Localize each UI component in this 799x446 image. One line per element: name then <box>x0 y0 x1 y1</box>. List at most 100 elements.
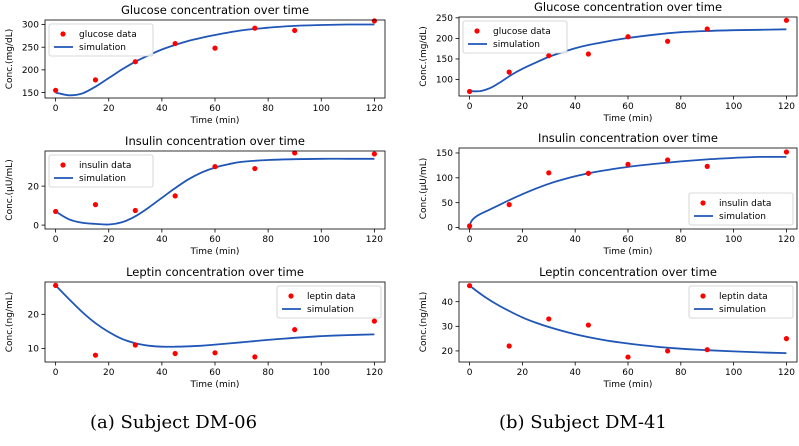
data-point <box>132 207 138 214</box>
legend-label-simulation: simulation <box>79 174 126 184</box>
y-tick-label: 150 <box>436 55 453 65</box>
data-point <box>252 165 258 172</box>
x-axis-label: Time (min) <box>190 247 240 257</box>
simulation-line <box>55 157 375 226</box>
data-point <box>665 348 671 354</box>
data-point <box>665 38 671 44</box>
data-point <box>53 208 59 215</box>
x-tick-label: 0 <box>467 368 473 378</box>
simulation-line <box>469 28 787 93</box>
y-tick-label: 20 <box>442 347 454 357</box>
x-tick-label: 60 <box>209 104 221 114</box>
data-point <box>292 150 298 156</box>
chart-3: Insulin concentration over time 0 20 40 60 80… <box>5 134 386 257</box>
data-point <box>783 149 790 155</box>
x-tick-label: 120 <box>778 368 795 378</box>
y-tick-label: 200 <box>22 66 39 76</box>
x-tick-label: 100 <box>725 102 742 112</box>
x-tick-label: 80 <box>262 368 274 378</box>
data-point <box>665 157 671 163</box>
plot-frame <box>44 19 386 99</box>
legend-label-simulation: simulation <box>719 305 766 315</box>
x-tick-label: 60 <box>209 235 221 245</box>
legend: leptin data simulation <box>276 285 382 319</box>
chart-5: Leptin concentration over time 0 20 40 60 80 1… <box>5 265 386 390</box>
data-point <box>466 88 473 95</box>
x-tick-label: 40 <box>156 368 168 378</box>
x-tick-label: 0 <box>53 104 59 114</box>
x-tick-label: 100 <box>313 235 330 245</box>
data-point <box>371 18 377 24</box>
data-point <box>704 163 710 169</box>
x-axis-label: Time (min) <box>603 380 653 390</box>
data-point <box>53 87 59 93</box>
legend: glucose data simulation <box>48 23 154 57</box>
x-tick-label: 60 <box>209 368 221 378</box>
legend-box <box>48 154 154 188</box>
legend-label-data: leptin data <box>307 292 356 302</box>
legend-marker-data <box>700 200 706 206</box>
legend: insulin data simulation <box>48 154 154 188</box>
legend-marker-data <box>288 293 294 299</box>
y-tick-label: 300 <box>22 21 39 31</box>
simulation-line <box>468 155 787 226</box>
x-tick-label: 100 <box>725 368 742 378</box>
data-point <box>625 34 631 40</box>
legend-label-data: leptin data <box>719 292 768 302</box>
legend-label-simulation: simulation <box>79 43 126 53</box>
legend-label-data: insulin data <box>79 161 131 171</box>
data-point <box>585 322 591 328</box>
y-tick-label: 250 <box>436 14 453 24</box>
data-point <box>783 17 790 23</box>
data-point <box>292 327 298 333</box>
y-axis-label: Conc.(mg/dL) <box>419 26 429 87</box>
data-point <box>466 283 473 289</box>
data-point <box>506 343 512 349</box>
legend-marker-data <box>700 293 706 299</box>
y-axis-label: Conc.(ng/mL) <box>419 292 429 353</box>
y-axis-label: Conc.(mg/dL) <box>5 29 15 90</box>
legend-label-simulation: simulation <box>307 305 354 315</box>
data-point <box>506 202 512 208</box>
data-point <box>704 347 710 353</box>
chart-title: Glucose concentration over time <box>121 3 309 17</box>
data-point <box>292 27 298 34</box>
data-point <box>172 350 178 357</box>
y-tick-label: 150 <box>22 89 39 99</box>
x-tick-label: 40 <box>569 368 581 378</box>
data-point <box>132 59 138 65</box>
data-point <box>212 45 218 51</box>
x-tick-label: 100 <box>313 368 330 378</box>
data-point <box>92 352 99 358</box>
y-axis-label: Conc.(μU/mL) <box>5 159 15 220</box>
chart-title: Glucose concentration over time <box>534 0 722 14</box>
x-tick-label: 80 <box>675 102 687 112</box>
data-point <box>546 53 552 59</box>
chart-1: Glucose concentration over time 0 20 40 60 80… <box>5 3 386 126</box>
y-tick-label: 200 <box>436 35 453 45</box>
y-tick-label: 20 <box>28 182 40 192</box>
plot-frame <box>44 281 386 363</box>
data-point <box>546 316 552 322</box>
x-tick-label: 20 <box>103 235 115 245</box>
x-tick-label: 40 <box>156 104 168 114</box>
y-tick-label: 100 <box>436 174 453 184</box>
x-tick-label: 120 <box>366 104 383 114</box>
x-tick-label: 40 <box>569 102 581 112</box>
x-tick-label: 40 <box>156 235 168 245</box>
x-tick-label: 60 <box>622 102 634 112</box>
chart-6: Leptin concentration over time 0 20 40 60 80 1… <box>419 265 798 390</box>
legend-box <box>462 20 568 54</box>
x-axis-label: Time (min) <box>603 247 653 257</box>
plot-frame <box>458 281 798 363</box>
x-tick-label: 60 <box>622 368 634 378</box>
legend-marker-data <box>60 31 66 37</box>
y-tick-label: 10 <box>28 345 40 355</box>
legend-label-data: glucose data <box>79 30 137 40</box>
x-tick-label: 80 <box>262 104 274 114</box>
y-tick-label: 0 <box>33 221 39 231</box>
data-point <box>371 318 377 324</box>
y-tick-label: 20 <box>28 311 40 321</box>
x-tick-label: 120 <box>366 235 383 245</box>
